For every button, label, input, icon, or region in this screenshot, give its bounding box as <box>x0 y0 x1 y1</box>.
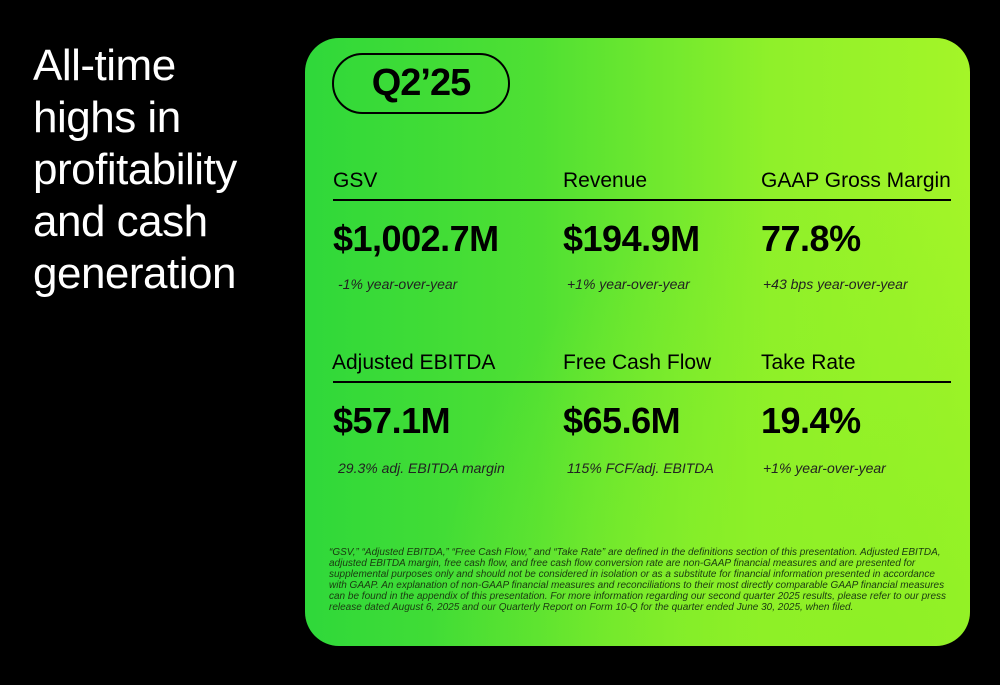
metric-sub-revenue: +1% year-over-year <box>567 276 690 292</box>
metric-sub-gsv: -1% year-over-year <box>338 276 458 292</box>
headline-line: and cash <box>33 197 208 246</box>
metric-label-take-rate: Take Rate <box>761 351 856 374</box>
metric-value-fcf: $65.6M <box>563 400 681 441</box>
metric-label-revenue: Revenue <box>563 169 648 192</box>
metric-label-gsv: GSV <box>333 169 378 192</box>
metric-sub-adj-ebitda: 29.3% adj. EBITDA margin <box>338 460 505 476</box>
divider <box>333 381 951 383</box>
metric-sub-gross-margin: +43 bps year-over-year <box>763 276 908 292</box>
divider <box>333 199 951 201</box>
metric-value-revenue: $194.9M <box>563 218 700 259</box>
metric-sub-fcf: 115% FCF/adj. EBITDA <box>567 460 714 476</box>
metric-label-gross-margin: GAAP Gross Margin <box>761 169 951 192</box>
metric-label-adj-ebitda: Adjusted EBITDA <box>332 351 496 374</box>
quarter-badge: Q2’25 <box>332 53 510 114</box>
metric-label-fcf: Free Cash Flow <box>563 351 712 374</box>
headline-line: generation <box>33 249 236 298</box>
footnote: “GSV,” “Adjusted EBITDA,” “Free Cash Flo… <box>329 547 947 613</box>
metric-sub-take-rate: +1% year-over-year <box>763 460 886 476</box>
headline-line: highs in <box>33 93 181 142</box>
metric-value-take-rate: 19.4% <box>761 400 861 441</box>
metric-value-gross-margin: 77.8% <box>761 218 861 259</box>
metric-value-gsv: $1,002.7M <box>333 218 499 259</box>
metric-value-adj-ebitda: $57.1M <box>333 400 451 441</box>
metrics-card: Q2’25 GSV Revenue GAAP Gross Margin $1,0… <box>305 38 970 646</box>
headline-line: profitability <box>33 145 237 194</box>
headline-line: All-time <box>33 41 176 90</box>
headline: All-time highs in profitability and cash… <box>33 40 293 300</box>
